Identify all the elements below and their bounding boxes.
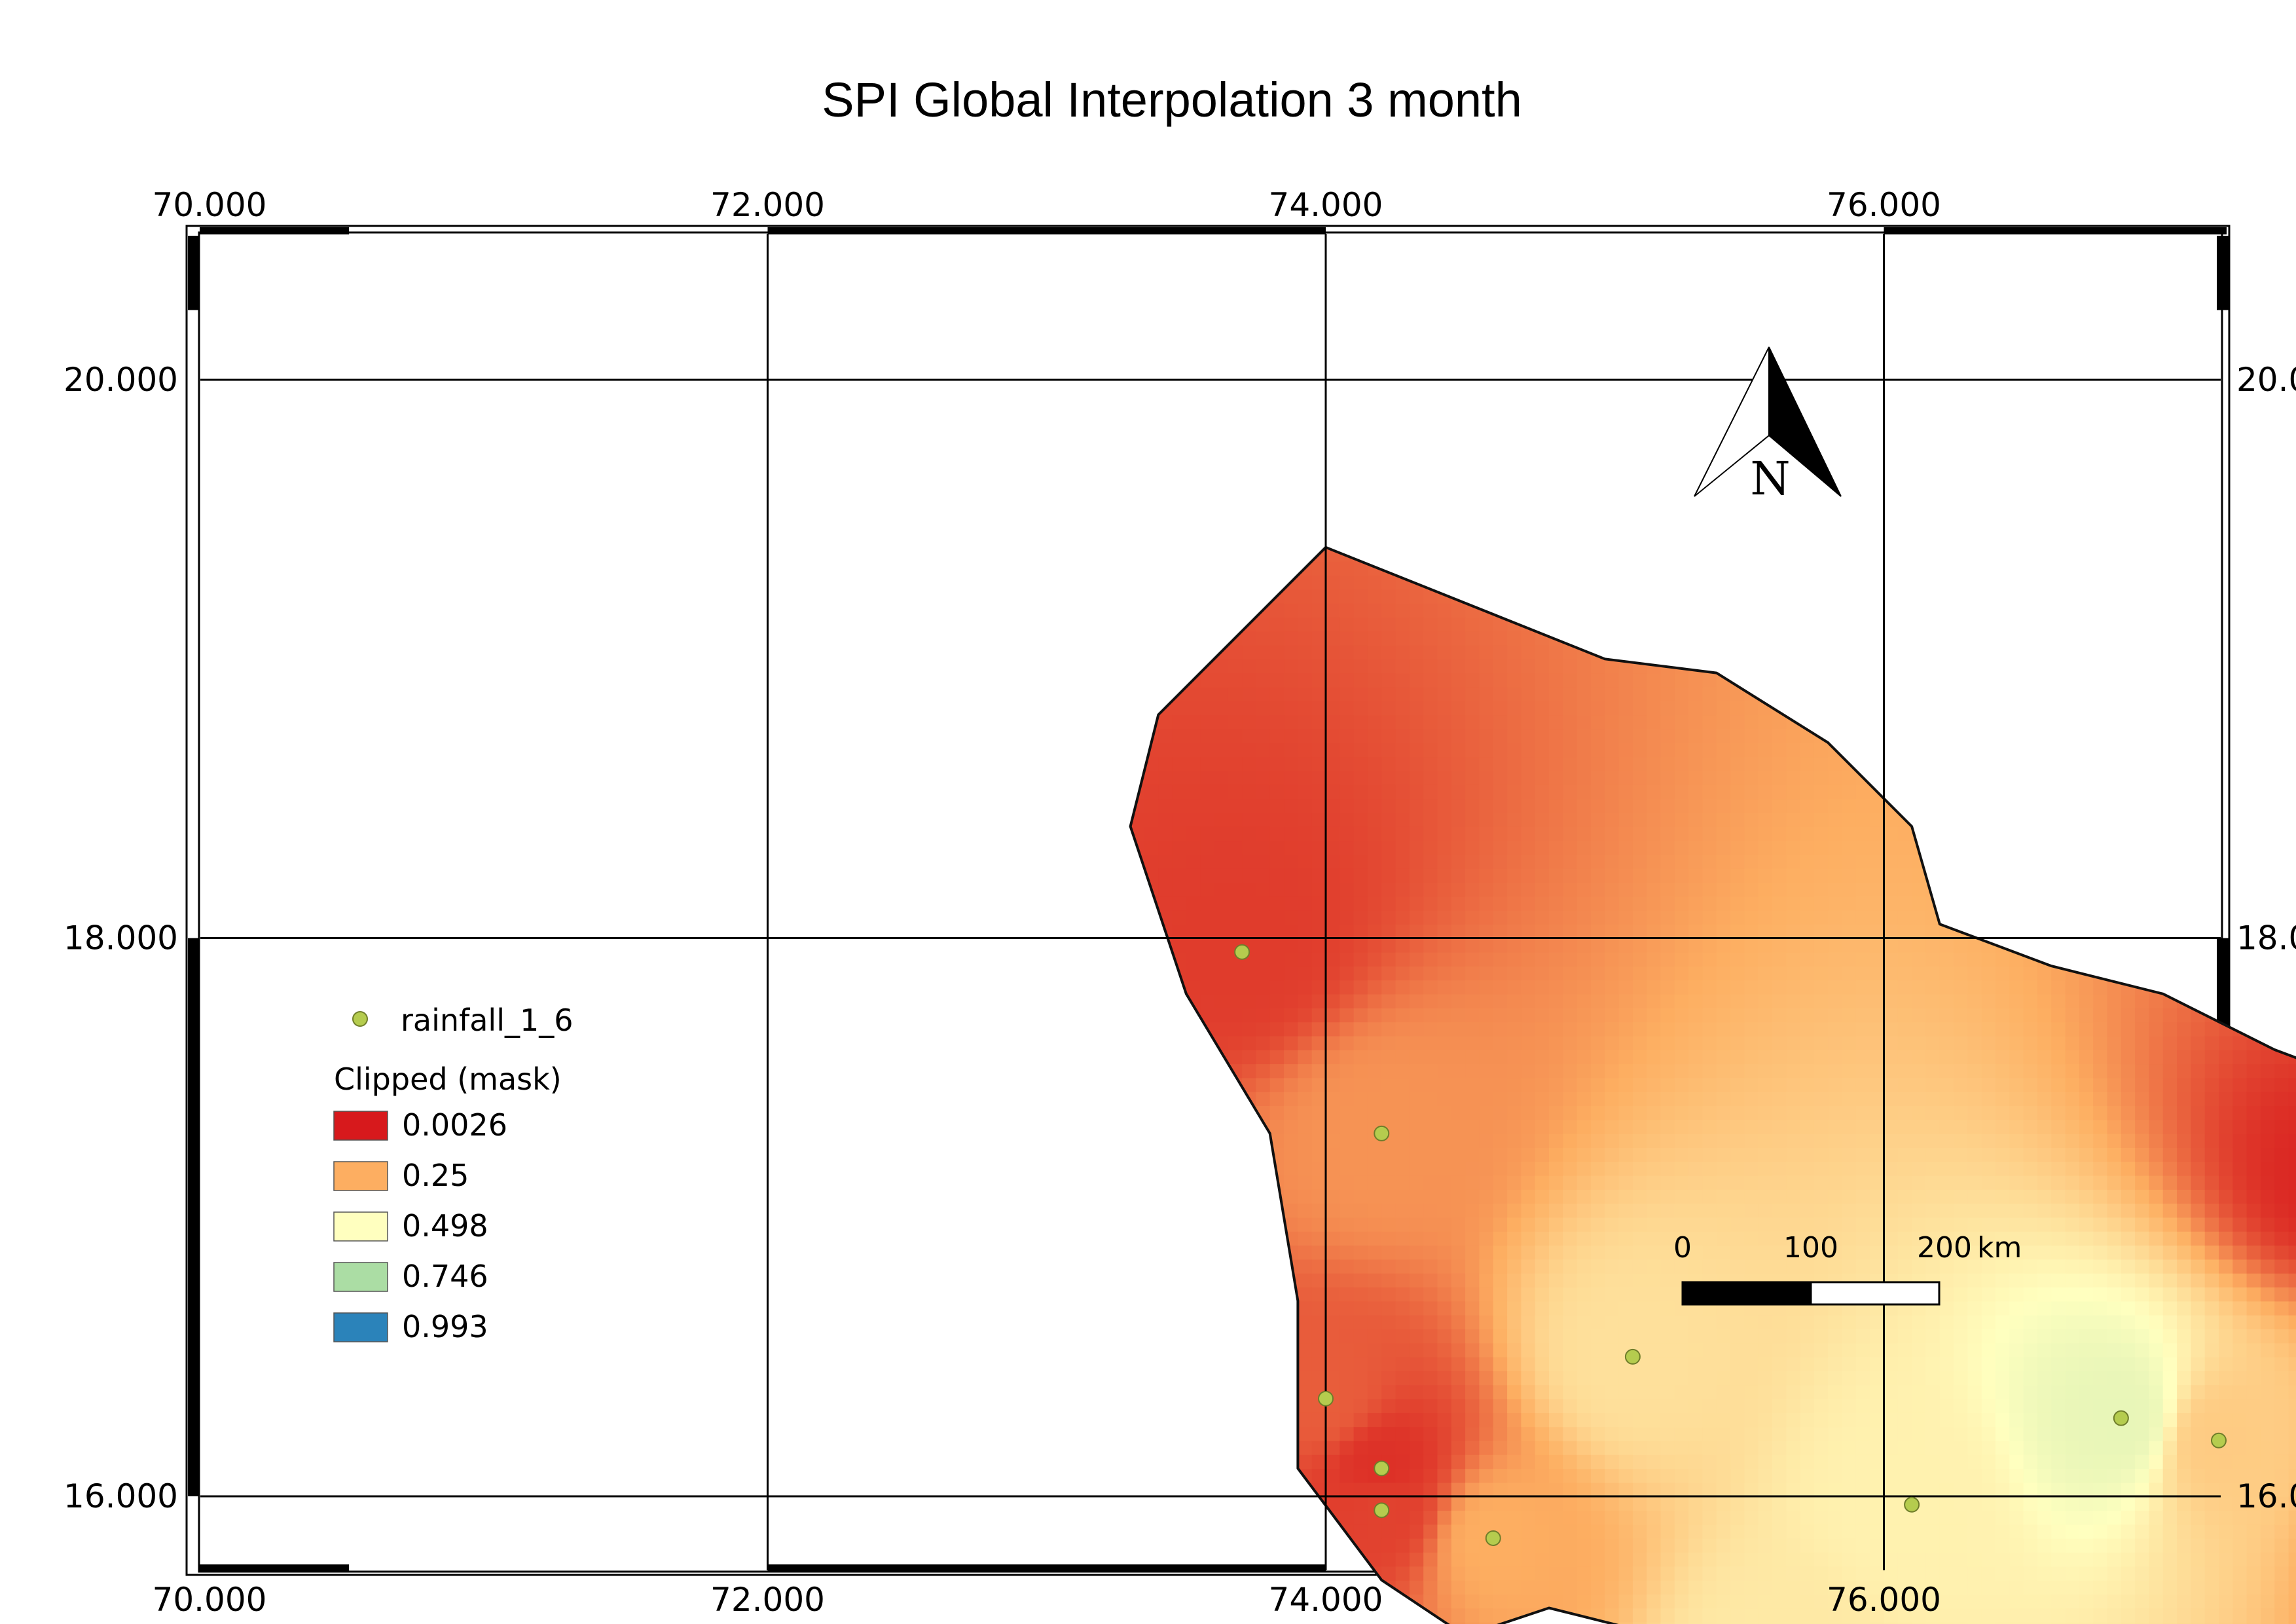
tick-label-left: 18.000: [64, 919, 178, 957]
legend-color-swatch: [333, 1211, 388, 1242]
station-points: [1234, 944, 2227, 1546]
tick-label-bottom: 74.000: [1269, 1581, 1383, 1619]
legend-point-symbol: [352, 1011, 368, 1027]
legend-class-label: 0.25: [402, 1158, 469, 1193]
tick-label-top: 72.000: [710, 186, 825, 224]
tick-label-bottom: 72.000: [710, 1581, 825, 1619]
scale-unit: km: [1977, 1231, 2022, 1264]
tick-label-right: 20.0: [2236, 361, 2296, 399]
rainfall-station-point: [1624, 1348, 1641, 1365]
tick-label-top: 76.000: [1827, 186, 1941, 224]
frame-bar-segment: [767, 1564, 1326, 1572]
north-arrow-icon: N: [1694, 346, 1842, 506]
frame-bar-segment: [188, 236, 198, 310]
legend-class-label: 0.993: [402, 1309, 488, 1344]
tick-label-left: 20.000: [64, 361, 178, 399]
tick-labels-top: 70.00072.00074.00076.00078.00080.00082.0…: [153, 186, 1941, 224]
tick-label-right: 18.0: [2236, 919, 2296, 957]
frame-ticks-top: [200, 227, 2227, 234]
rainfall-station-point: [1904, 1496, 1920, 1513]
legend-color-swatch: [333, 1312, 388, 1342]
tick-label-left: 16.000: [64, 1477, 178, 1515]
map-title: SPI Global Interpolation 3 month: [822, 73, 1522, 127]
north-arrow-right-half: [1768, 346, 1842, 497]
scale-label-100: 100: [1783, 1231, 1838, 1264]
frame-bar-segment: [200, 1564, 350, 1572]
scale-bar-outline: [1681, 1281, 1941, 1306]
legend: rainfall_1_6 Clipped (mask) 0.0026 0.25 0.…: [314, 982, 707, 1362]
rainfall-station-point: [1374, 1460, 1390, 1477]
region-boundary: [1129, 545, 2296, 1624]
legend-class-label: 0.0026: [402, 1107, 507, 1143]
tick-label-bottom: 70.000: [153, 1581, 267, 1619]
tick-labels-bottom: 70.00072.00074.00076.00078.00080.00082.0…: [153, 1581, 1941, 1619]
frame-ticks-left: [188, 236, 198, 1496]
scale-bar-white: [1810, 1281, 1941, 1306]
rainfall-station-point: [1234, 944, 1250, 960]
rainfall-station-point: [1318, 1390, 1334, 1407]
scale-bar: 0 100 200 km: [1673, 1231, 2022, 1306]
tick-label-right: 16.0: [2236, 1477, 2296, 1515]
frame-bar-segment: [200, 227, 350, 234]
scale-bar-black: [1683, 1282, 1811, 1304]
interpolated-raster: [1130, 547, 2296, 1624]
legend-raster-title: Clipped (mask): [334, 1061, 562, 1097]
north-label: N: [1750, 452, 1790, 506]
legend-class-label: 0.746: [402, 1259, 488, 1294]
legend-color-swatch: [333, 1262, 388, 1292]
legend-class-label: 0.498: [402, 1208, 488, 1244]
tick-labels-right: 20.018.016.014.012.0: [2236, 361, 2296, 1515]
frame-bar-segment: [188, 938, 198, 1496]
frame-bar-segment: [767, 227, 1326, 234]
rainfall-station-point: [1485, 1530, 1501, 1546]
tick-label-bottom: 76.000: [1827, 1581, 1941, 1619]
graticule: [200, 234, 2221, 1570]
rainfall-station-point: [1374, 1502, 1390, 1519]
frame-bar-segment: [1884, 227, 2227, 234]
tick-label-top: 70.000: [153, 186, 267, 224]
outer-frame: [185, 225, 2231, 1576]
scale-label-200: 200: [1917, 1231, 1972, 1264]
frame-bar-segment: [2217, 236, 2229, 310]
legend-point-label: rainfall_1_6: [401, 1003, 574, 1038]
rainfall-station-point: [2211, 1432, 2227, 1449]
scale-label-0: 0: [1673, 1231, 1692, 1264]
legend-color-swatch: [333, 1161, 388, 1191]
tick-label-top: 74.000: [1269, 186, 1383, 224]
legend-color-swatch: [333, 1111, 388, 1141]
rainfall-station-point: [2113, 1410, 2129, 1426]
rainfall-station-point: [1374, 1125, 1390, 1141]
